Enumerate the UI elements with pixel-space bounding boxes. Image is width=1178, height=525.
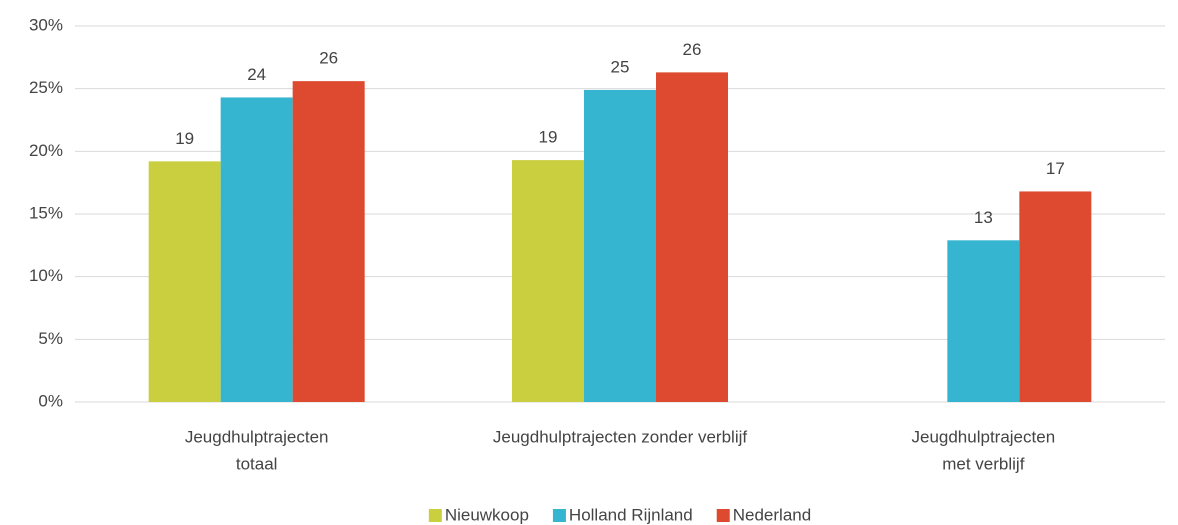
y-tick-label: 30% [29,15,63,34]
data-label: 13 [974,208,993,227]
bar [1019,191,1092,402]
legend-swatch [428,509,442,522]
legend-swatch [716,509,730,522]
bar [220,97,293,402]
legend-label: Nieuwkoop [445,505,529,524]
y-tick-label: 15% [29,203,63,222]
data-label: 19 [539,128,558,147]
bar [292,81,365,402]
y-tick-label: 10% [29,266,63,285]
data-label: 24 [247,65,266,84]
y-tick-label: 20% [29,141,63,160]
legend-label: Nederland [733,505,811,524]
data-label: 25 [611,57,630,76]
x-tick-label: Jeugdhulptrajecten [911,427,1055,446]
bar [947,240,1020,402]
data-label: 26 [683,40,702,59]
x-tick-label: Jeugdhulptrajecten zonder verblijf [493,427,747,446]
x-tick-label: met verblijf [942,454,1024,473]
data-label: 17 [1046,159,1065,178]
bar [584,89,656,403]
y-tick-label: 0% [38,391,63,410]
bar [148,161,221,402]
bar [512,160,584,402]
bar [656,72,728,402]
data-label: 26 [319,49,338,68]
x-tick-label: Jeugdhulptrajecten [185,427,329,446]
y-tick-label: 5% [38,329,63,348]
y-tick-label: 25% [29,78,63,97]
x-tick-label: totaal [236,454,278,473]
legend-label: Holland Rijnland [569,505,693,524]
legend-swatch [552,509,566,522]
data-label: 19 [175,129,194,148]
